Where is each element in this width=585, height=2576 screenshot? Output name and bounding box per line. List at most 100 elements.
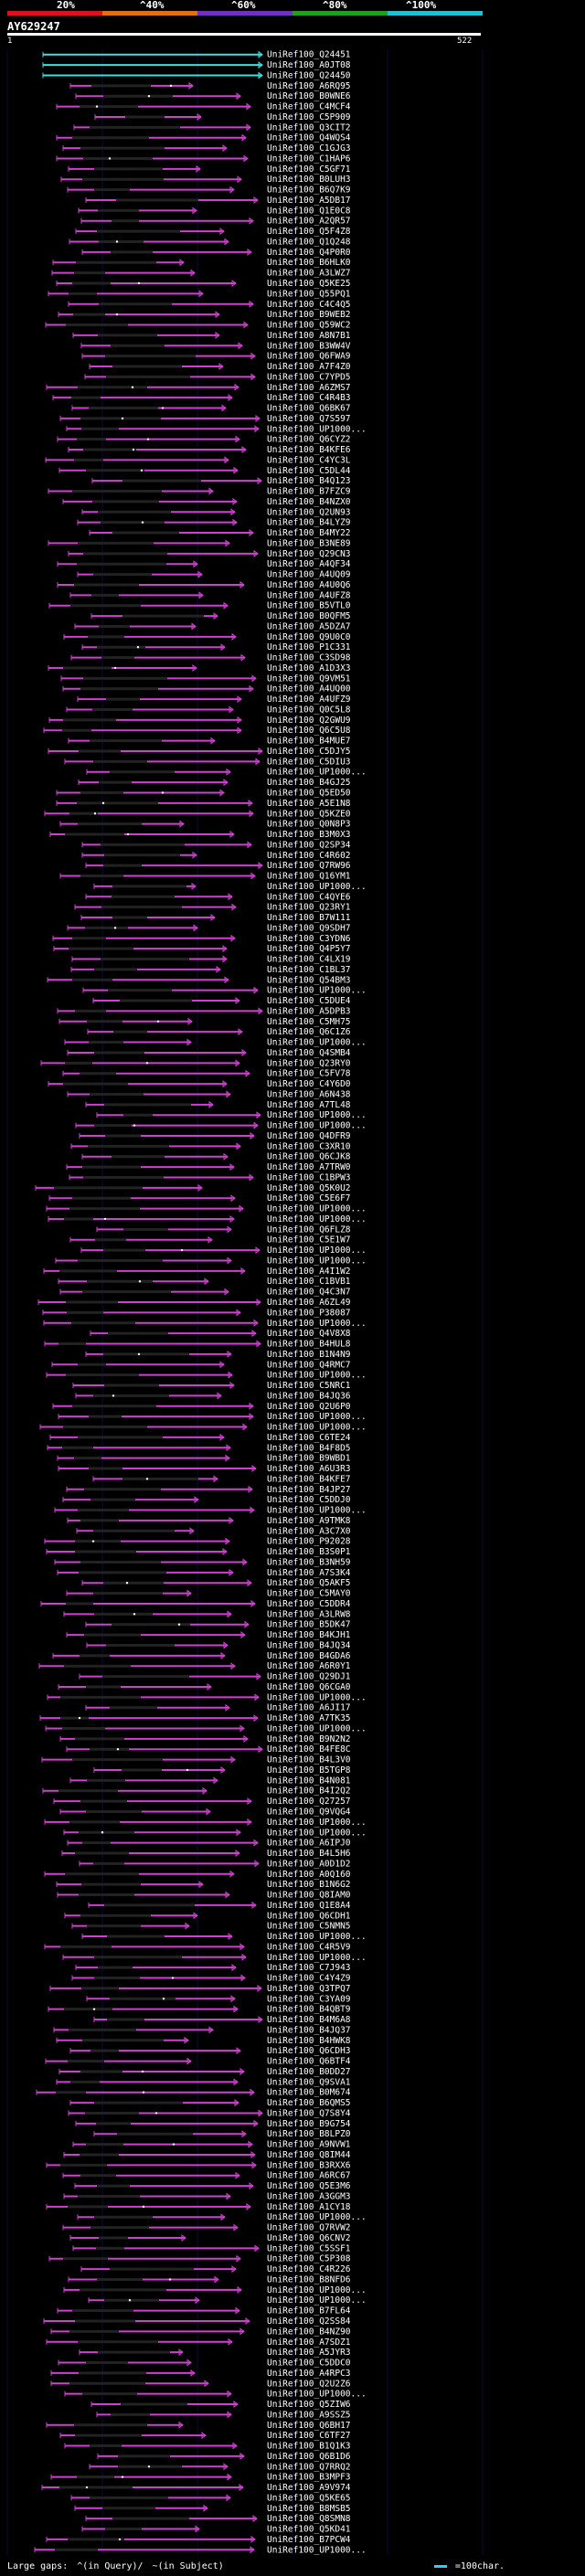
hit-label[interactable]: UniRef100_A7S3K4: [267, 1568, 351, 1578]
hit-label[interactable]: UniRef100_B5DK47: [267, 1620, 351, 1630]
hit-label[interactable]: UniRef100_Q5KE65: [267, 2493, 351, 2503]
hit-label[interactable]: UniRef100_UP1000...: [267, 2285, 367, 2295]
hit-label[interactable]: UniRef100_C5NRC1: [267, 1381, 351, 1391]
hit-label[interactable]: UniRef100_B4MY22: [267, 528, 351, 538]
hit-label[interactable]: UniRef100_Q4SMB4: [267, 1048, 351, 1058]
hit-label[interactable]: UniRef100_A5DZA7: [267, 621, 351, 631]
hit-label[interactable]: UniRef100_B4JQ34: [267, 1640, 351, 1650]
hit-label[interactable]: UniRef100_C5GF71: [267, 164, 351, 175]
hit-label[interactable]: UniRef100_A4QF34: [267, 559, 351, 569]
hit-label[interactable]: UniRef100_C3YA09: [267, 1994, 351, 2004]
hit-label[interactable]: UniRef100_B9G754: [267, 2119, 351, 2129]
hit-label[interactable]: UniRef100_C5DL44: [267, 466, 351, 476]
hit-label[interactable]: UniRef100_A6RQ95: [267, 81, 351, 91]
hit-label[interactable]: UniRef100_C4YC3L: [267, 455, 351, 465]
hit-label[interactable]: UniRef100_B3RXX6: [267, 2160, 351, 2170]
hit-label[interactable]: UniRef100_C5SSF1: [267, 2243, 351, 2253]
hit-label[interactable]: UniRef100_Q7RW96: [267, 861, 351, 871]
hit-label[interactable]: UniRef100_B8MSB5: [267, 2504, 351, 2514]
hit-label[interactable]: UniRef100_UP1000...: [267, 2545, 367, 2555]
hit-label[interactable]: UniRef100_B4JP27: [267, 1485, 351, 1495]
hit-label[interactable]: UniRef100_B1Q1K3: [267, 2442, 351, 2452]
hit-label[interactable]: UniRef100_UP1000...: [267, 1828, 367, 1838]
hit-label[interactable]: UniRef100_B4F8D5: [267, 1443, 351, 1453]
hit-label[interactable]: UniRef100_Q2U2Z6: [267, 2379, 351, 2389]
hit-label[interactable]: UniRef100_B4GJ25: [267, 778, 351, 788]
hit-label[interactable]: UniRef100_A5E1N8: [267, 799, 351, 809]
hit-label[interactable]: UniRef100_B4KFE6: [267, 445, 351, 455]
hit-label[interactable]: UniRef100_Q4P0R0: [267, 248, 351, 258]
hit-label[interactable]: UniRef100_A6JI17: [267, 1703, 351, 1713]
hit-label[interactable]: UniRef100_A4I1W2: [267, 1267, 351, 1277]
hit-label[interactable]: UniRef100_UP1000...: [267, 1506, 367, 1516]
hit-label[interactable]: UniRef100_B4JQ36: [267, 1391, 351, 1401]
hit-label[interactable]: UniRef100_B4FE8C: [267, 1744, 351, 1754]
hit-label[interactable]: UniRef100_B4N081: [267, 1776, 351, 1786]
hit-label[interactable]: UniRef100_A7SDZ1: [267, 2337, 351, 2348]
hit-label[interactable]: UniRef100_A0JT08: [267, 60, 351, 70]
hit-label[interactable]: UniRef100_UP1000...: [267, 1932, 367, 1942]
hit-label[interactable]: UniRef100_B6Q7K9: [267, 186, 351, 196]
hit-label[interactable]: UniRef100_B9WEB2: [267, 310, 351, 320]
hit-label[interactable]: UniRef100_B4MUE7: [267, 737, 351, 747]
hit-label[interactable]: UniRef100_A7TL48: [267, 1100, 351, 1110]
hit-label[interactable]: UniRef100_Q8IAM0: [267, 1891, 351, 1901]
hit-label[interactable]: UniRef100_A6U3R3: [267, 1464, 351, 1474]
hit-label[interactable]: UniRef100_Q1E8A4: [267, 1901, 351, 1911]
hit-label[interactable]: UniRef100_Q24451: [267, 50, 351, 60]
hit-label[interactable]: UniRef100_C5NMN5: [267, 1922, 351, 1932]
hit-label[interactable]: UniRef100_Q9U0C0: [267, 632, 351, 642]
hit-label[interactable]: UniRef100_B5TGP8: [267, 1765, 351, 1776]
hit-label[interactable]: UniRef100_A6ZMS7: [267, 383, 351, 393]
hit-label[interactable]: UniRef100_A4UQ00: [267, 684, 351, 694]
hit-label[interactable]: UniRef100_C3YDN6: [267, 934, 351, 944]
hit-label[interactable]: UniRef100_C5E6F7: [267, 1193, 351, 1203]
hit-label[interactable]: UniRef100_Q23RY1: [267, 903, 351, 913]
hit-label[interactable]: UniRef100_C4R226: [267, 2264, 351, 2274]
hit-label[interactable]: UniRef100_B3M0X3: [267, 830, 351, 840]
hit-label[interactable]: UniRef100_Q4RMC7: [267, 1360, 351, 1370]
hit-label[interactable]: UniRef100_UP1000...: [267, 1953, 367, 1963]
hit-label[interactable]: UniRef100_Q7S8Y4: [267, 2108, 351, 2118]
hit-label[interactable]: UniRef100_B7FZC9: [267, 487, 351, 497]
hit-label[interactable]: UniRef100_B3MPF3: [267, 2473, 351, 2483]
hit-label[interactable]: UniRef100_Q6CNV2: [267, 2233, 351, 2243]
hit-label[interactable]: UniRef100_UP1000...: [267, 1423, 367, 1433]
hit-label[interactable]: UniRef100_A4RPC3: [267, 2369, 351, 2379]
hit-label[interactable]: UniRef100_C5E1W7: [267, 1235, 351, 1246]
hit-label[interactable]: UniRef100_UP1000...: [267, 882, 367, 892]
hit-label[interactable]: UniRef100_Q5KE25: [267, 279, 351, 289]
hit-label[interactable]: UniRef100_C5DDC0: [267, 2359, 351, 2369]
hit-label[interactable]: UniRef100_B4KJH1: [267, 1630, 351, 1640]
hit-label[interactable]: UniRef100_A4UQ09: [267, 570, 351, 580]
hit-label[interactable]: UniRef100_C5P909: [267, 112, 351, 122]
hit-label[interactable]: UniRef100_B0WNE6: [267, 91, 351, 101]
hit-label[interactable]: UniRef100_Q4DFR9: [267, 1131, 351, 1141]
hit-label[interactable]: UniRef100_Q4C3N7: [267, 1288, 351, 1298]
hit-label[interactable]: UniRef100_UP1000...: [267, 1256, 367, 1266]
hit-label[interactable]: UniRef100_C4Y6D0: [267, 1079, 351, 1089]
hit-label[interactable]: UniRef100_Q6CDH1: [267, 1911, 351, 1921]
hit-label[interactable]: UniRef100_Q6BH17: [267, 2421, 351, 2431]
hit-label[interactable]: UniRef100_Q7S597: [267, 414, 351, 424]
hit-label[interactable]: UniRef100_Q3CIT2: [267, 122, 351, 133]
hit-label[interactable]: UniRef100_A4U0Q6: [267, 580, 351, 590]
hit-label[interactable]: UniRef100_Q27257: [267, 1797, 351, 1807]
hit-label[interactable]: UniRef100_C1BPW3: [267, 1172, 351, 1182]
hit-label[interactable]: UniRef100_UP1000...: [267, 1371, 367, 1381]
hit-label[interactable]: UniRef100_C1BVB1: [267, 1277, 351, 1287]
hit-label[interactable]: UniRef100_Q6B1D6: [267, 2452, 351, 2462]
hit-label[interactable]: UniRef100_UP1000...: [267, 1204, 367, 1214]
hit-label[interactable]: UniRef100_Q5AKF5: [267, 1578, 351, 1588]
hit-label[interactable]: UniRef100_Q7RVW2: [267, 2223, 351, 2233]
hit-label[interactable]: UniRef100_B1N6G2: [267, 1880, 351, 1890]
hit-label[interactable]: UniRef100_A3LRW8: [267, 1609, 351, 1619]
hit-label[interactable]: UniRef100_A5DB17: [267, 196, 351, 206]
hit-label[interactable]: UniRef100_C4LX19: [267, 955, 351, 965]
hit-label[interactable]: UniRef100_C5MH75: [267, 1017, 351, 1027]
hit-label[interactable]: UniRef100_Q29CN3: [267, 549, 351, 559]
hit-label[interactable]: UniRef100_Q7RRQ2: [267, 2462, 351, 2472]
hit-label[interactable]: UniRef100_UP1000...: [267, 1692, 367, 1702]
hit-label[interactable]: UniRef100_C1HAP6: [267, 154, 351, 164]
hit-label[interactable]: UniRef100_P38087: [267, 1308, 351, 1318]
